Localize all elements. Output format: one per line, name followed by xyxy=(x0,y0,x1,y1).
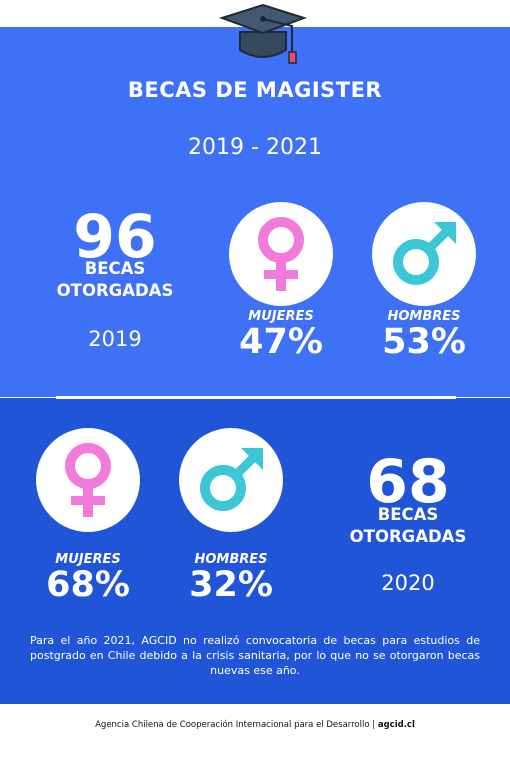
male-symbol-icon xyxy=(393,222,456,285)
becas-text: BECAS xyxy=(84,259,146,278)
year-label-2019: 2019 xyxy=(88,327,142,351)
women-percent-2020: 68% xyxy=(46,565,130,605)
period-range: 2019 - 2021 xyxy=(188,135,322,160)
women-percent-2019: 47% xyxy=(239,322,323,362)
male-circle-2019 xyxy=(372,202,476,306)
male-symbol-icon xyxy=(200,448,263,511)
page-title: BECAS DE MAGISTER xyxy=(127,78,383,102)
becas-text: BECAS xyxy=(377,505,439,524)
men-label-2019: HOMBRES xyxy=(387,309,461,324)
footer-separator: | xyxy=(372,720,376,730)
scholarships-label-2020: BECAS OTORGADAS xyxy=(313,504,503,548)
female-symbol-icon xyxy=(65,443,111,517)
footer-site-link[interactable]: agcid.cl xyxy=(377,720,415,730)
men-label-2020: HOMBRES xyxy=(194,552,268,567)
female-circle-2019 xyxy=(229,202,333,306)
otorgadas-text: OTORGADAS xyxy=(349,527,467,546)
female-circle-2020 xyxy=(36,428,140,532)
women-label-2020: MUJERES xyxy=(55,552,121,567)
female-symbol-icon xyxy=(258,217,304,291)
graduation-cap-icon xyxy=(218,3,308,64)
footer-agency: Agencia Chilena de Cooperación Internaci… xyxy=(95,720,370,730)
scholarship-count-2020: 68 xyxy=(366,447,450,517)
scholarships-label-2019: BECAS OTORGADAS xyxy=(20,258,210,302)
men-percent-2020: 32% xyxy=(189,565,273,605)
women-label-2019: MUJERES xyxy=(248,309,314,324)
male-circle-2020 xyxy=(179,428,283,532)
section-divider xyxy=(56,396,456,399)
men-percent-2019: 53% xyxy=(382,322,466,362)
otorgadas-text: OTORGADAS xyxy=(56,281,174,300)
year-label-2020: 2020 xyxy=(381,571,435,595)
note-2021: Para el año 2021, AGCID no realizó convo… xyxy=(30,634,480,677)
scholarship-count-2019: 96 xyxy=(73,202,157,272)
footer: Agencia Chilena de Cooperación Internaci… xyxy=(0,720,510,730)
